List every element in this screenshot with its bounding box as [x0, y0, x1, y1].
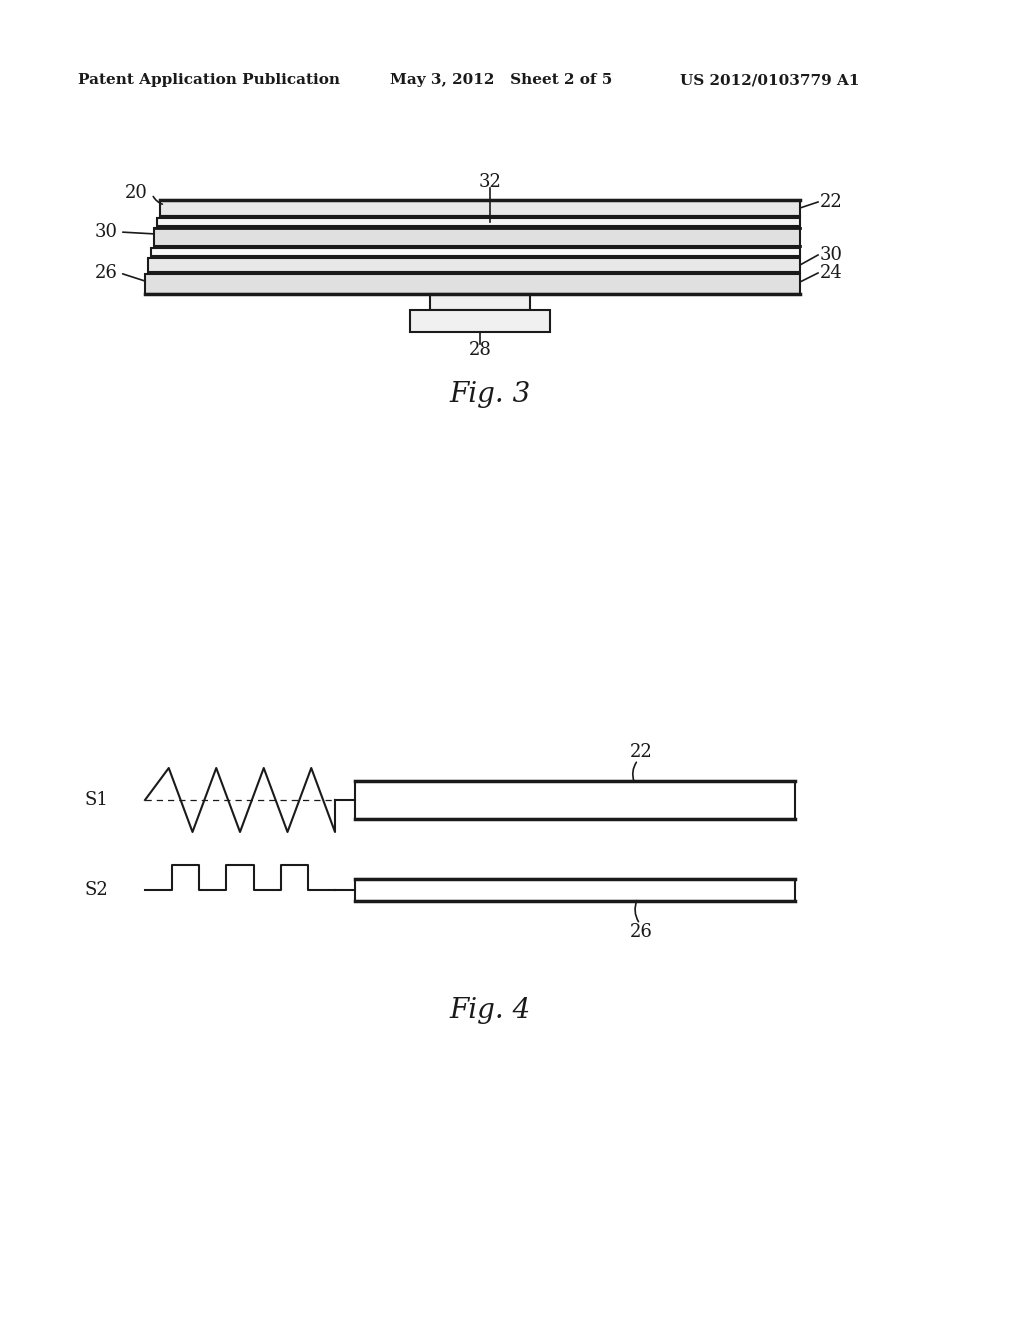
- Polygon shape: [160, 201, 800, 216]
- Text: 24: 24: [820, 264, 843, 282]
- Polygon shape: [355, 879, 795, 902]
- Text: S2: S2: [85, 880, 109, 899]
- Text: 26: 26: [630, 923, 653, 941]
- Text: 22: 22: [630, 743, 652, 762]
- Polygon shape: [355, 781, 795, 818]
- Text: 30: 30: [820, 246, 843, 264]
- Text: US 2012/0103779 A1: US 2012/0103779 A1: [680, 73, 859, 87]
- Text: May 3, 2012   Sheet 2 of 5: May 3, 2012 Sheet 2 of 5: [390, 73, 612, 87]
- Text: Patent Application Publication: Patent Application Publication: [78, 73, 340, 87]
- Text: Fig. 4: Fig. 4: [450, 997, 530, 1023]
- Text: 22: 22: [820, 193, 843, 211]
- Text: S1: S1: [85, 791, 109, 809]
- Polygon shape: [145, 275, 800, 294]
- Text: Fig. 3: Fig. 3: [450, 381, 530, 408]
- Text: 20: 20: [125, 183, 148, 202]
- Text: 32: 32: [478, 173, 502, 191]
- Polygon shape: [154, 228, 800, 246]
- Polygon shape: [430, 294, 530, 310]
- Text: 26: 26: [95, 264, 118, 282]
- Polygon shape: [148, 257, 800, 272]
- Text: 28: 28: [469, 341, 492, 359]
- Text: 30: 30: [95, 223, 118, 242]
- Polygon shape: [410, 310, 550, 333]
- Polygon shape: [157, 218, 800, 226]
- Polygon shape: [151, 248, 800, 256]
